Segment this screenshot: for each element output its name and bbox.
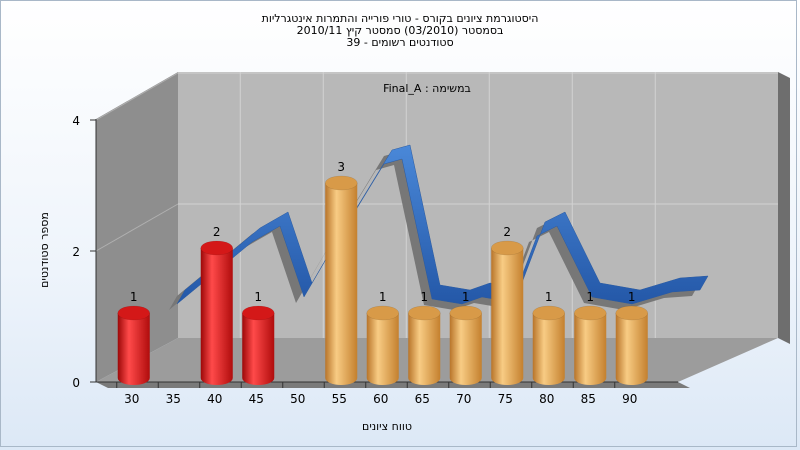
bar-top bbox=[615, 305, 648, 321]
bar-top bbox=[200, 240, 233, 256]
grid-lines bbox=[95, 72, 778, 338]
x-tick-label: 80 bbox=[539, 392, 554, 406]
x-tick-label: 70 bbox=[456, 392, 471, 406]
x-tick-label: 65 bbox=[415, 392, 430, 406]
bar-top bbox=[532, 305, 565, 321]
x-tick-label: 40 bbox=[207, 392, 222, 406]
bar-75: 2 bbox=[491, 225, 524, 386]
bar-40: 2 bbox=[200, 225, 233, 386]
bar-top bbox=[117, 305, 150, 321]
bar-body bbox=[449, 313, 482, 386]
x-tick-label: 60 bbox=[373, 392, 388, 406]
bar-top bbox=[408, 305, 441, 321]
bar-body bbox=[408, 313, 441, 386]
bar-65: 1 bbox=[408, 290, 441, 386]
x-tick-label: 55 bbox=[332, 392, 347, 406]
bar-body bbox=[366, 313, 399, 386]
bar-body bbox=[325, 183, 358, 386]
grid-line-side bbox=[95, 203, 179, 252]
bar-value-label: 2 bbox=[213, 225, 221, 239]
bar-top bbox=[449, 305, 482, 321]
bar-30: 1 bbox=[117, 290, 150, 386]
bar-value-label: 1 bbox=[628, 290, 636, 304]
bar-value-label: 3 bbox=[337, 160, 345, 174]
grid-line-side bbox=[95, 72, 179, 121]
bar-value-label: 1 bbox=[254, 290, 262, 304]
y-tick-label: 2 bbox=[72, 245, 80, 259]
x-tick-label: 50 bbox=[290, 392, 305, 406]
bar-body bbox=[117, 313, 150, 386]
bar-body bbox=[242, 313, 275, 386]
chart-subtitle-semester: בסמסטר (03/2010) סמסטר קיץ 2010/11 bbox=[296, 24, 504, 37]
bar-55: 3 bbox=[325, 160, 358, 386]
bar-body bbox=[574, 313, 607, 386]
x-tick-label: 75 bbox=[498, 392, 513, 406]
x-tick-label: 30 bbox=[124, 392, 139, 406]
bar-80: 1 bbox=[532, 290, 565, 386]
bar-body bbox=[532, 313, 565, 386]
bar-top bbox=[366, 305, 399, 321]
chart-subtitle-students: סטודנטים רשומים - 39 bbox=[346, 36, 454, 49]
trend-curve bbox=[176, 144, 709, 305]
x-axis-label: טווח ציונים bbox=[362, 420, 412, 433]
x-tick-label: 45 bbox=[249, 392, 264, 406]
bar-85: 1 bbox=[574, 290, 607, 386]
y-tick-label: 4 bbox=[72, 114, 80, 128]
bar-value-label: 1 bbox=[462, 290, 470, 304]
bar-45: 1 bbox=[242, 290, 275, 386]
bar-90: 1 bbox=[615, 290, 648, 386]
bar-60: 1 bbox=[366, 290, 399, 386]
bar-70: 1 bbox=[449, 290, 482, 386]
chart-title: היסטוגרמת ציונים בקורס - טורי פורייה והת… bbox=[261, 12, 539, 25]
bar-value-label: 1 bbox=[130, 290, 138, 304]
bar-top bbox=[574, 305, 607, 321]
x-tick-label: 90 bbox=[622, 392, 637, 406]
bar-value-label: 1 bbox=[379, 290, 387, 304]
y-tick-label: 0 bbox=[72, 376, 80, 390]
bar-value-label: 1 bbox=[545, 290, 553, 304]
bar-value-label: 2 bbox=[503, 225, 511, 239]
bar-value-label: 1 bbox=[586, 290, 594, 304]
x-tick-label: 85 bbox=[581, 392, 596, 406]
y-axis-label: מספר סטודנטים bbox=[38, 212, 51, 288]
bar-body bbox=[200, 248, 233, 386]
bar-top bbox=[491, 240, 524, 256]
bar-top bbox=[242, 305, 275, 321]
bar-value-label: 1 bbox=[420, 290, 428, 304]
x-tick-label: 35 bbox=[166, 392, 181, 406]
chart-right-edge bbox=[778, 72, 790, 344]
bar-body bbox=[615, 313, 648, 386]
bar-body bbox=[491, 248, 524, 386]
bar-top bbox=[325, 175, 358, 191]
chart-annotation: במשימה : Final_A bbox=[383, 82, 471, 95]
